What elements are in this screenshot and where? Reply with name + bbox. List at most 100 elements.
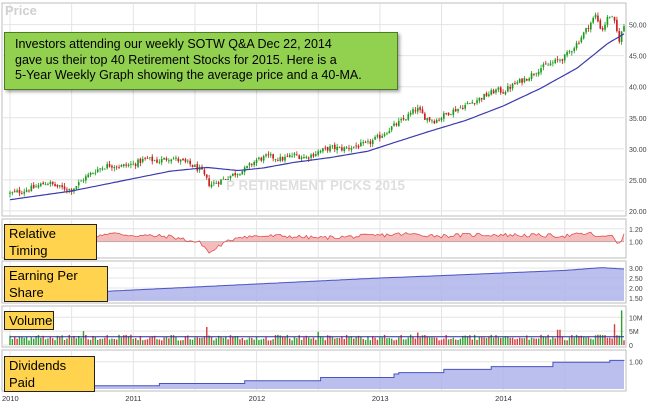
- candle-body: [509, 86, 512, 89]
- volume-bar: [393, 340, 395, 345]
- volume-bar: [398, 337, 400, 345]
- y-tick-label: 25.00: [629, 178, 647, 185]
- candle-body: [246, 165, 248, 169]
- candle-body: [421, 109, 424, 114]
- candle-body: [186, 160, 189, 162]
- volume-bar: [492, 337, 495, 345]
- volume-bar: [37, 335, 40, 345]
- volume-bar: [450, 338, 452, 345]
- volume-bar: [367, 336, 369, 345]
- candle-body: [435, 119, 438, 123]
- volume-bar: [286, 334, 289, 345]
- volume-bar: [111, 338, 113, 345]
- x-tick-label: 2010: [2, 394, 19, 403]
- candle-body: [44, 184, 47, 186]
- candle-body: [21, 193, 23, 195]
- candle-body: [575, 43, 578, 49]
- volume-bar: [35, 335, 37, 345]
- candle-body: [616, 19, 618, 32]
- candle-body: [89, 172, 92, 175]
- candle-body: [42, 182, 45, 185]
- candle-body: [604, 24, 606, 30]
- candle-body: [92, 173, 94, 174]
- candle-body: [120, 165, 123, 167]
- candle-body: [514, 83, 516, 85]
- volume-bar: [258, 339, 260, 345]
- candle-body: [597, 15, 599, 22]
- candle-body: [82, 180, 85, 182]
- price-grid: [2, 4, 624, 215]
- candle-body: [210, 184, 213, 187]
- volume-bar: [485, 338, 488, 345]
- candle-body: [217, 182, 220, 185]
- volume-bar: [303, 337, 305, 345]
- candle-body: [412, 109, 414, 114]
- volume-bar: [248, 337, 251, 345]
- candle-body: [175, 157, 177, 159]
- volume-bar: [495, 335, 497, 345]
- candle-body: [293, 153, 296, 156]
- relative-timing-panel: 1.00 1.20: [1, 218, 643, 259]
- volume-bar: [265, 337, 267, 345]
- dividends-fill: [10, 360, 624, 389]
- candle-body: [160, 158, 163, 163]
- volume-bar: [78, 336, 80, 345]
- candle-body: [291, 155, 293, 157]
- volume-bar: [324, 340, 327, 345]
- candle-body: [407, 114, 410, 120]
- candle-body: [194, 165, 196, 167]
- candle-body: [191, 164, 194, 167]
- candle-body: [466, 102, 469, 105]
- candle-body: [262, 156, 265, 161]
- candle-body: [537, 71, 540, 75]
- candle-body: [312, 154, 315, 157]
- candle-body: [63, 186, 66, 190]
- volume-bar: [438, 340, 440, 345]
- volume-bar: [376, 339, 379, 345]
- relative-timing-fill: [10, 232, 624, 254]
- volume-bar: [217, 335, 220, 345]
- volume-bar: [75, 338, 78, 345]
- relative-timing-label: Relative Timing: [4, 224, 97, 260]
- x-tick-label: 2013: [372, 394, 389, 403]
- volume-bar: [509, 337, 511, 345]
- candle-body: [319, 150, 322, 153]
- candle-body: [279, 156, 282, 161]
- volume-bar: [70, 337, 73, 345]
- candle-body: [132, 163, 135, 165]
- volume-bar: [49, 336, 52, 345]
- candle-body: [528, 78, 531, 81]
- volume-bar: [481, 337, 483, 345]
- candle-body: [265, 154, 267, 157]
- relative-timing-line: [9, 231, 625, 254]
- candle-body: [461, 107, 464, 110]
- volume-bar: [40, 337, 42, 345]
- volume-bar: [215, 338, 217, 345]
- volume-bar: [507, 336, 509, 345]
- volume-bar: [16, 338, 18, 345]
- candle-body: [549, 63, 552, 66]
- volume-bar: [604, 335, 606, 345]
- volume-bar: [196, 337, 198, 345]
- y-tick-label: 50.00: [629, 23, 647, 30]
- volume-bar: [54, 340, 56, 345]
- volume-bar: [14, 336, 16, 345]
- candle-body: [620, 31, 623, 42]
- volume-bar: [573, 337, 575, 345]
- volume-bar: [502, 337, 504, 345]
- candle-body: [623, 26, 625, 32]
- candle-body: [488, 94, 490, 96]
- y-tick-label: 30.00: [629, 147, 647, 154]
- candle-body: [284, 156, 286, 161]
- volume-bar: [592, 339, 594, 345]
- candle-body: [409, 112, 412, 115]
- candle-body: [272, 154, 274, 159]
- candle-body: [350, 148, 353, 150]
- volume-bar: [609, 337, 611, 345]
- volume-bar: [514, 339, 516, 345]
- volume-bar: [571, 335, 573, 345]
- eps-line: [9, 267, 625, 301]
- volume-bar: [447, 339, 450, 345]
- candle-body: [395, 123, 398, 126]
- volume-bar: [63, 340, 66, 345]
